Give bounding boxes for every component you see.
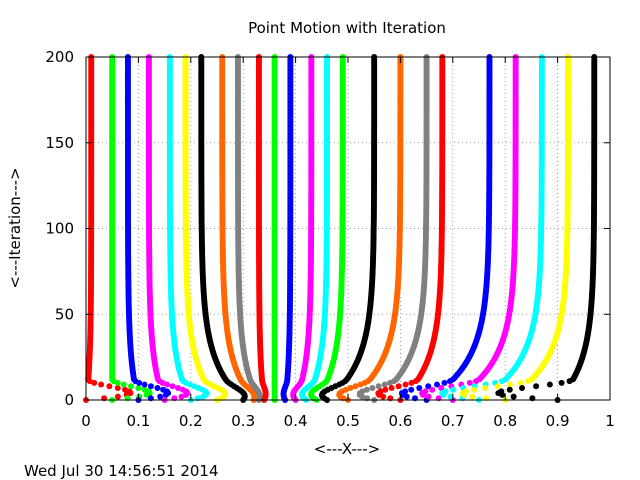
data-point [369, 385, 376, 391]
data-point [471, 386, 478, 393]
data-point [169, 383, 176, 390]
x-tick-label: 0.1 [126, 412, 150, 430]
data-point [114, 393, 121, 400]
x-tick-label: 1 [605, 412, 615, 430]
data-point [425, 393, 432, 400]
y-tick-label: 0 [64, 391, 74, 409]
grid-lines [86, 57, 610, 400]
x-tick-label: 0.9 [546, 412, 570, 430]
data-point [506, 386, 513, 393]
data-point [441, 379, 448, 386]
data-point [442, 388, 449, 395]
series-trajectory [124, 54, 172, 403]
data-point [141, 381, 148, 388]
data-point [121, 386, 128, 393]
data-point [147, 383, 154, 390]
data-point [91, 379, 98, 386]
x-tick-label: 0.5 [336, 412, 360, 430]
data-point [175, 385, 182, 391]
data-point [98, 381, 105, 388]
x-tick-label: 0.3 [231, 412, 255, 430]
data-point [375, 383, 382, 390]
data-point [517, 379, 524, 386]
data-point [469, 393, 476, 400]
timestamp: Wed Jul 30 14:56:51 2014 [24, 462, 219, 480]
data-point [498, 388, 505, 395]
data-point [127, 383, 134, 390]
series-trajectory [219, 54, 258, 403]
data-point [141, 386, 148, 393]
series-trajectory [109, 54, 153, 403]
data-point [546, 381, 553, 388]
y-tick-label: 50 [55, 305, 74, 323]
data-point [558, 379, 565, 386]
series-trajectory [145, 54, 191, 403]
series-trajectory [271, 54, 278, 403]
data-point [164, 381, 171, 388]
data-point [519, 385, 526, 391]
data-points [83, 54, 598, 403]
data-point [126, 388, 133, 395]
data-point [388, 385, 395, 391]
y-tick-label: 150 [45, 134, 74, 152]
x-tick-label: 0.6 [388, 412, 412, 430]
plot-border [85, 56, 611, 401]
data-point [402, 388, 409, 395]
data-point [482, 385, 489, 391]
x-tick-label: 0 [81, 412, 91, 430]
series-trajectory [166, 54, 210, 403]
data-point [135, 385, 142, 391]
data-point [416, 385, 423, 391]
data-point [382, 386, 389, 393]
data-point [507, 381, 514, 388]
data-point [381, 381, 388, 388]
y-tick-label: 200 [45, 48, 74, 66]
series-trajectory [198, 54, 248, 403]
x-tick-label: 0.2 [179, 412, 203, 430]
data-point [179, 386, 186, 393]
series-trajectory [182, 54, 229, 403]
y-axis-label: <---Iteration---> [6, 167, 24, 288]
data-point [510, 393, 517, 400]
data-point [494, 383, 501, 390]
data-point [422, 388, 429, 395]
data-point [157, 393, 164, 400]
data-point [395, 383, 402, 390]
data-point [106, 383, 113, 390]
data-point [154, 385, 161, 391]
x-tick-label: 0.4 [284, 412, 308, 430]
data-point [363, 386, 370, 393]
data-point [114, 385, 121, 391]
data-point [160, 386, 167, 393]
data-point [408, 386, 415, 393]
data-point [450, 386, 457, 393]
data-point [429, 386, 436, 393]
y-tick-label: 100 [45, 220, 74, 238]
data-point [533, 383, 540, 390]
data-point [120, 381, 127, 388]
data-point [463, 388, 470, 395]
x-tick-label: 0.7 [441, 412, 465, 430]
x-axis-label: <---X---> [314, 440, 380, 458]
chart-title: Point Motion with Iteration [248, 19, 446, 37]
data-point [402, 381, 409, 388]
series-trajectory [83, 54, 134, 403]
x-tick-label: 0.8 [493, 412, 517, 430]
